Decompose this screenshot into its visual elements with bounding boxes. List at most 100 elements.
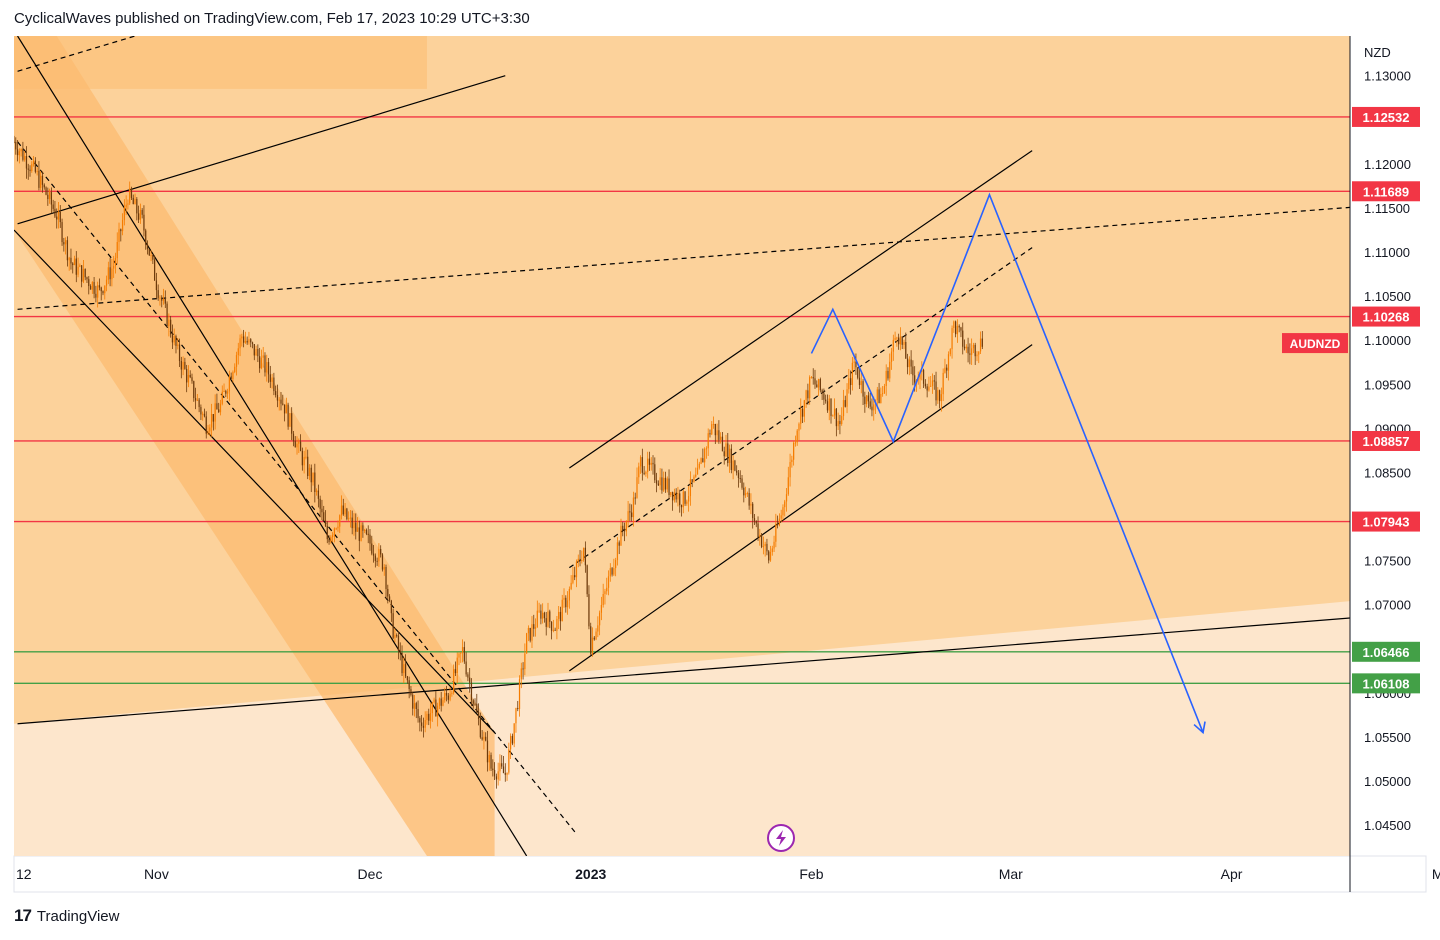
candle-body xyxy=(15,141,17,150)
candle-body xyxy=(447,695,449,700)
candle-body xyxy=(22,149,24,160)
level-price-badge xyxy=(1352,181,1420,202)
candle-body xyxy=(839,421,841,425)
candle-body xyxy=(965,346,967,349)
candle-body xyxy=(956,325,959,335)
lightning-icon[interactable] xyxy=(767,824,795,852)
candle-body xyxy=(269,374,271,382)
candle-body xyxy=(700,458,702,464)
trendline[interactable] xyxy=(17,75,506,225)
candle-body xyxy=(114,258,117,267)
candle-body xyxy=(292,433,295,442)
level-price-badge xyxy=(1352,430,1420,451)
candle-body xyxy=(526,633,528,654)
candle-body xyxy=(680,505,683,508)
candle-body xyxy=(216,403,218,410)
candle-body xyxy=(711,424,713,435)
candle-body xyxy=(867,395,870,402)
candle-body xyxy=(200,407,202,415)
candle-body xyxy=(57,211,60,220)
candle-body xyxy=(226,391,229,394)
price-chart[interactable]: NZD1.045001.050001.055001.060001.065001.… xyxy=(0,0,1440,900)
candle-body xyxy=(844,400,846,407)
candle-body xyxy=(278,399,280,401)
candle-body xyxy=(132,197,134,205)
candle-body xyxy=(472,700,474,704)
price-tick-label: 1.04500 xyxy=(1364,818,1411,833)
publisher-header: CyclicalWaves published on TradingView.c… xyxy=(14,10,530,27)
candle-body xyxy=(223,391,225,393)
candle-body xyxy=(924,383,926,387)
candle-body xyxy=(469,677,471,683)
trendline[interactable] xyxy=(17,190,1440,310)
trendline[interactable] xyxy=(569,150,1033,469)
candle-body xyxy=(234,366,236,373)
candle-body xyxy=(253,344,255,356)
candle-body xyxy=(768,551,770,561)
candle-body xyxy=(825,399,827,402)
candle-body xyxy=(846,389,848,407)
price-axis[interactable]: NZD1.045001.050001.055001.060001.065001.… xyxy=(1349,36,1411,892)
trendline[interactable] xyxy=(17,600,1440,725)
trendline[interactable] xyxy=(569,344,1033,672)
candle-body xyxy=(333,528,336,536)
candle-body xyxy=(111,268,113,280)
candle-body xyxy=(522,668,524,670)
candle-body xyxy=(582,547,585,561)
candle-body xyxy=(643,472,645,474)
trendline[interactable] xyxy=(17,36,528,856)
channel-lower-rail[interactable] xyxy=(14,229,496,733)
candle-body xyxy=(189,374,191,378)
candle-body xyxy=(803,400,805,417)
candle-body xyxy=(926,386,928,391)
time-axis[interactable]: 12 Nov Dec 2023 Feb Mar Apr May xyxy=(16,866,1440,882)
candle-body xyxy=(301,451,303,466)
candle-body xyxy=(502,766,505,774)
candle-body xyxy=(139,209,142,220)
candle-body xyxy=(267,362,270,375)
candle-body xyxy=(778,518,781,526)
plot-area[interactable] xyxy=(13,36,1440,856)
candle-body xyxy=(876,389,878,401)
candle-body xyxy=(598,612,601,626)
candle-body xyxy=(760,534,763,547)
projection-path[interactable] xyxy=(810,192,1206,735)
horizontal-levels[interactable] xyxy=(14,116,1350,685)
candle-body xyxy=(81,265,83,282)
candle-body xyxy=(586,565,588,595)
candle-body xyxy=(75,258,77,275)
candle-body xyxy=(246,340,248,343)
candle-body xyxy=(242,336,245,343)
candle-body xyxy=(481,737,483,740)
candle-body xyxy=(237,348,239,356)
candle-body xyxy=(618,542,620,546)
candle-body xyxy=(671,492,674,501)
candle-body xyxy=(324,520,327,526)
projection-line[interactable] xyxy=(810,192,1204,733)
candle-body xyxy=(506,772,508,775)
candle-body xyxy=(689,479,692,497)
candle-body xyxy=(739,477,741,479)
candle-body xyxy=(225,391,227,394)
trendline[interactable] xyxy=(17,36,136,72)
candle-body xyxy=(360,525,362,541)
trendline[interactable] xyxy=(17,141,577,835)
candle-body xyxy=(230,376,232,380)
candle-body xyxy=(397,635,400,651)
time-tick-label: 12 xyxy=(16,866,32,882)
candle-body xyxy=(118,229,120,243)
trendlines[interactable] xyxy=(14,36,1440,856)
candle-body xyxy=(428,713,430,721)
candle-body xyxy=(162,298,165,301)
candle-body xyxy=(728,448,731,464)
candle-body xyxy=(794,442,797,444)
candle-body xyxy=(951,327,953,350)
candle-body xyxy=(591,637,594,654)
candle-body xyxy=(463,647,465,662)
candle-body xyxy=(66,240,69,261)
candle-body xyxy=(479,719,481,738)
level-price-badge xyxy=(1352,641,1420,662)
candle-body xyxy=(410,689,412,695)
candle-body xyxy=(631,512,633,518)
candle-body xyxy=(928,386,930,391)
